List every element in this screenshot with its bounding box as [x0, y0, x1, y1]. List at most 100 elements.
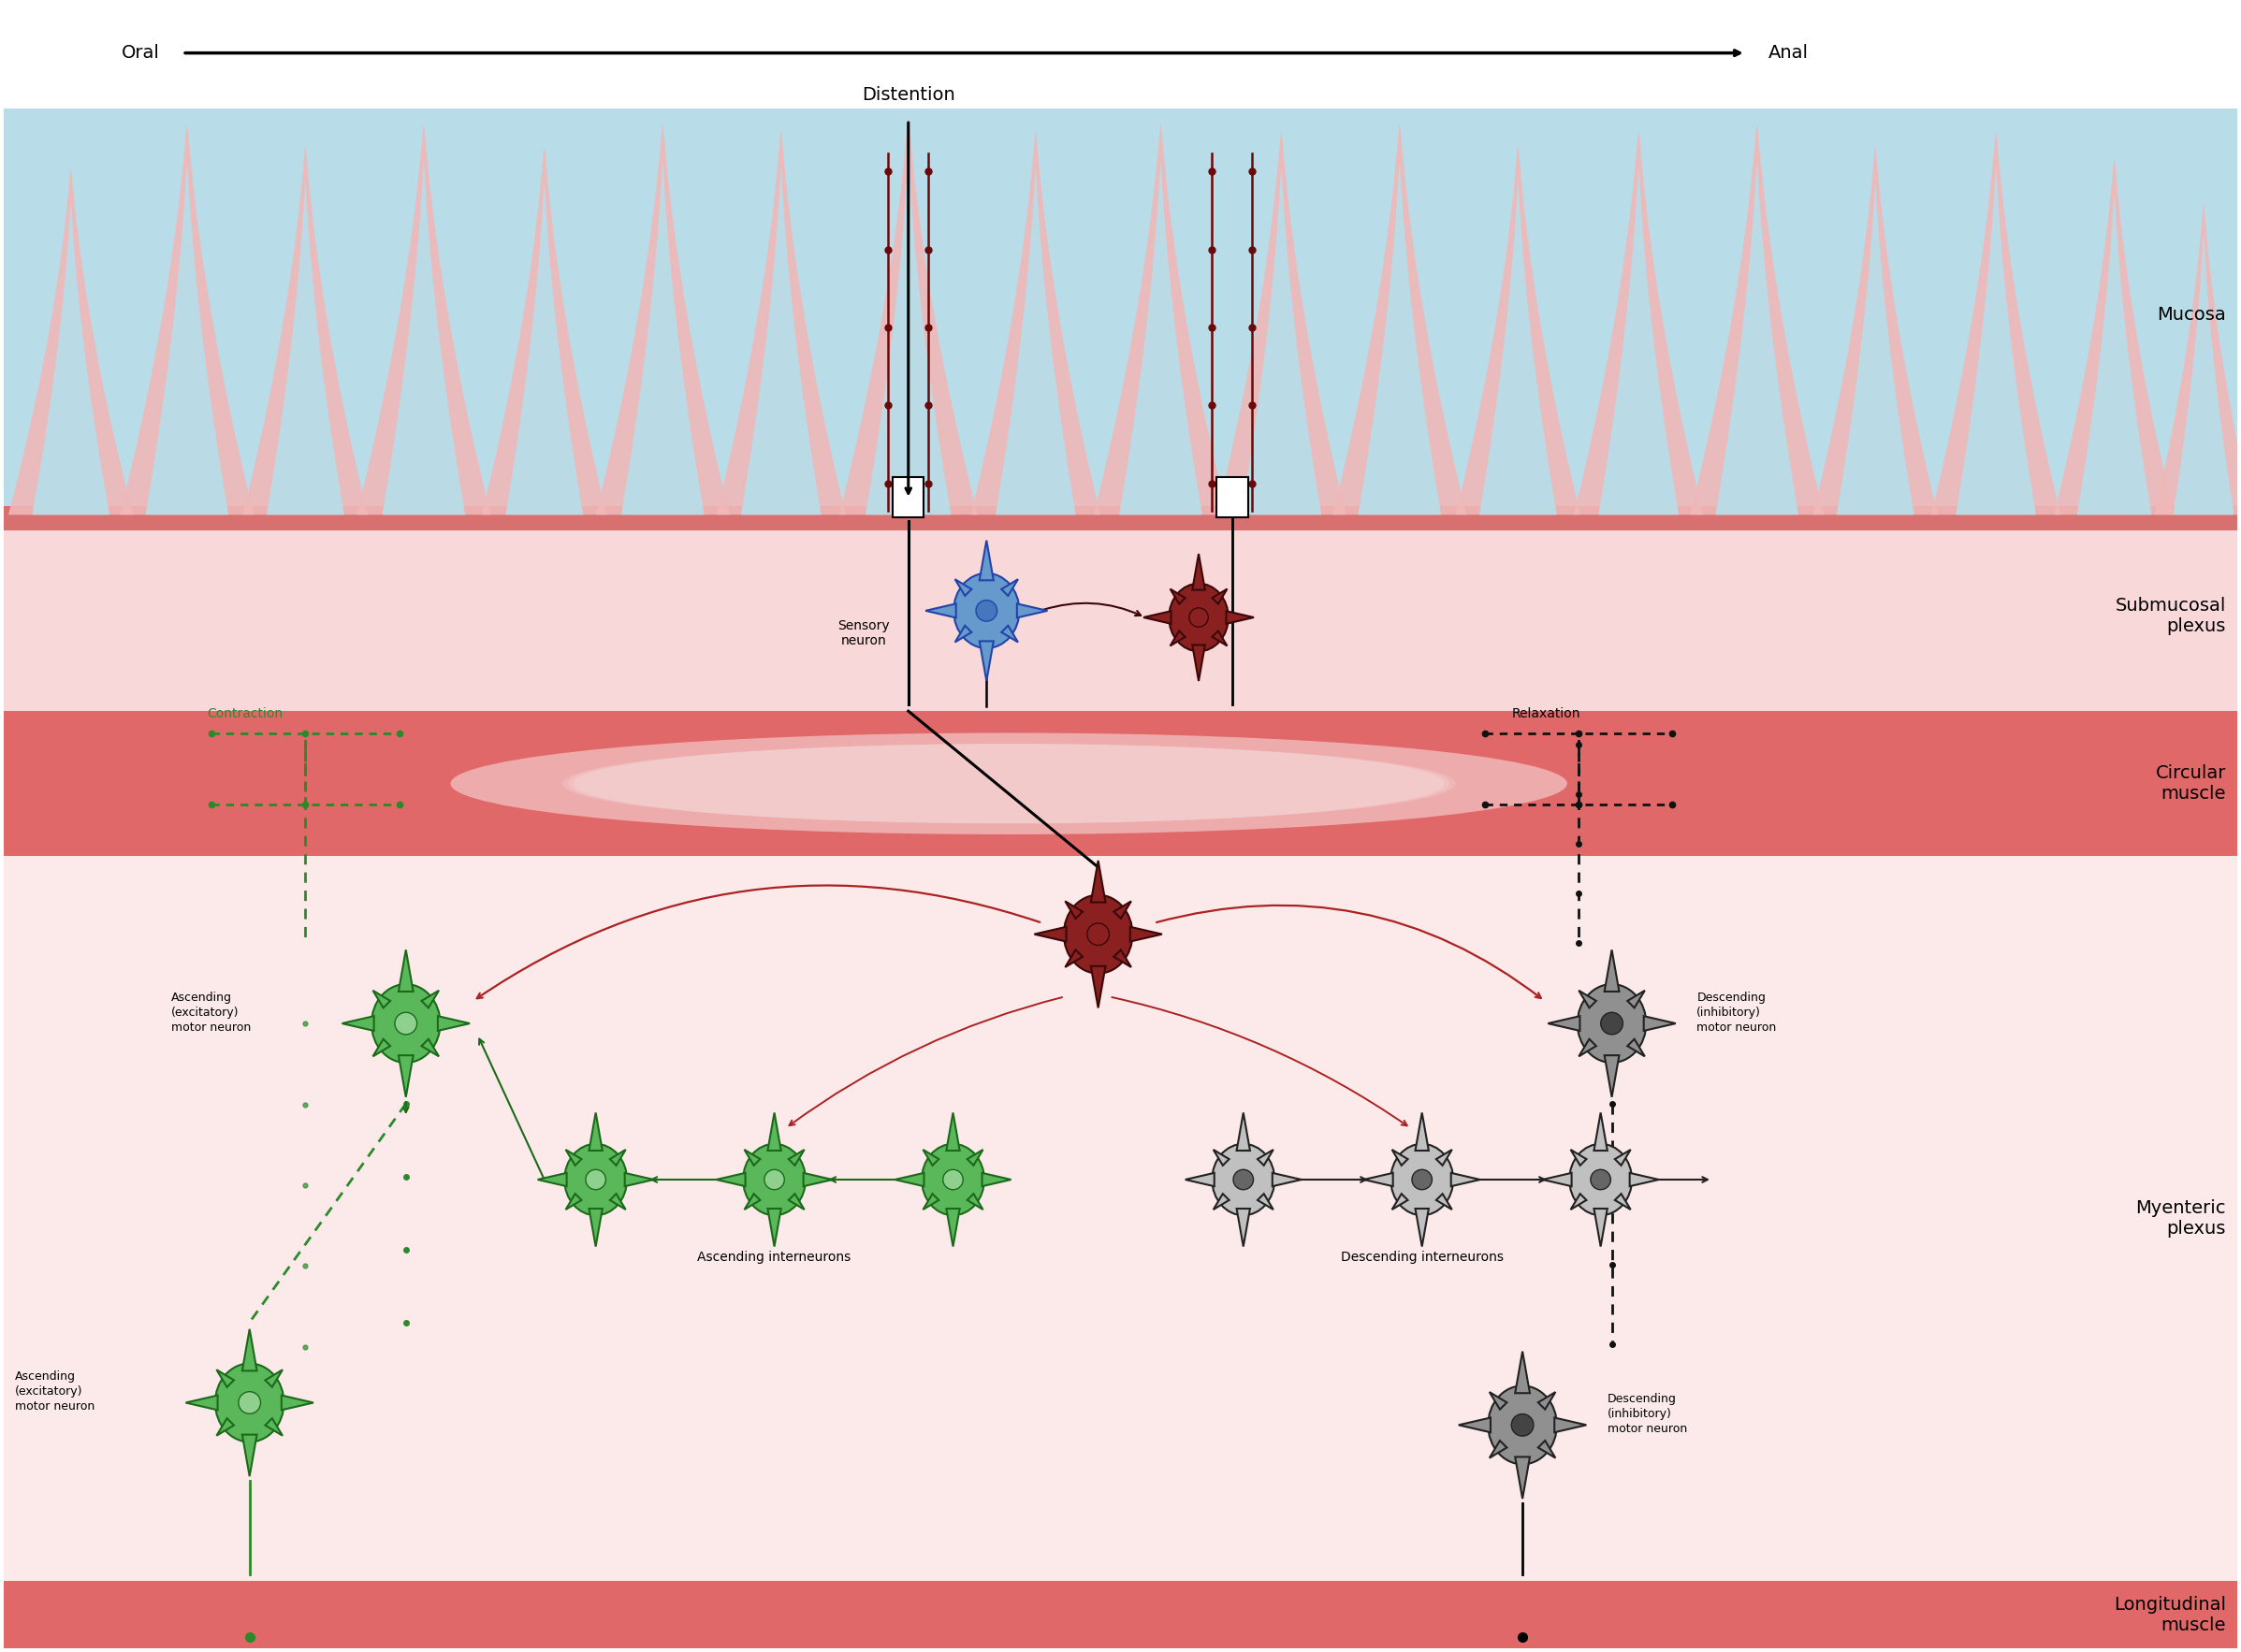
Bar [4, 506, 2237, 522]
Ellipse shape [1170, 583, 1228, 651]
Polygon shape [1605, 950, 1620, 991]
Polygon shape [769, 1113, 782, 1150]
Ellipse shape [562, 743, 1454, 823]
Polygon shape [1490, 1393, 1506, 1409]
Polygon shape [437, 1016, 471, 1031]
Ellipse shape [1578, 985, 1647, 1062]
Polygon shape [1490, 1441, 1506, 1459]
Polygon shape [1450, 1173, 1479, 1186]
Ellipse shape [1212, 1143, 1275, 1216]
Polygon shape [1257, 1194, 1273, 1209]
Text: Contraction: Contraction [206, 707, 282, 720]
Polygon shape [802, 1173, 831, 1186]
Bar [4, 856, 2237, 1581]
Ellipse shape [238, 1391, 260, 1414]
Polygon shape [926, 603, 957, 618]
Polygon shape [146, 164, 229, 515]
Polygon shape [1365, 1173, 1394, 1186]
Polygon shape [744, 1150, 760, 1165]
Ellipse shape [574, 743, 1443, 823]
Ellipse shape [1488, 1386, 1557, 1464]
Polygon shape [979, 641, 993, 681]
Text: Mucosa: Mucosa [2156, 306, 2225, 324]
Ellipse shape [372, 985, 439, 1062]
Polygon shape [1416, 1113, 1430, 1150]
Polygon shape [1616, 1150, 1631, 1165]
Polygon shape [1170, 588, 1185, 605]
Text: Submucosal
plexus: Submucosal plexus [2116, 596, 2225, 636]
Polygon shape [1454, 147, 1580, 515]
Bar [4, 3, 2237, 109]
Polygon shape [1515, 1351, 1531, 1393]
Polygon shape [1237, 1113, 1250, 1150]
Polygon shape [121, 124, 253, 515]
Text: Ascending
(excitatory)
motor neuron: Ascending (excitatory) motor neuron [170, 991, 251, 1034]
Polygon shape [399, 950, 412, 991]
Polygon shape [744, 1194, 760, 1209]
Text: Ascending
(excitatory)
motor neuron: Ascending (excitatory) motor neuron [16, 1371, 94, 1412]
Polygon shape [506, 183, 583, 515]
Bar [4, 522, 2237, 530]
Polygon shape [421, 991, 439, 1008]
Polygon shape [968, 1150, 984, 1165]
Polygon shape [589, 1113, 603, 1150]
Polygon shape [1714, 164, 1800, 515]
Text: Myenteric
plexus: Myenteric plexus [2136, 1199, 2225, 1237]
Ellipse shape [565, 1143, 627, 1216]
Polygon shape [610, 1194, 625, 1209]
Text: Oral: Oral [121, 45, 159, 61]
Ellipse shape [1591, 1170, 1611, 1189]
Polygon shape [242, 1434, 258, 1477]
Polygon shape [946, 1113, 959, 1150]
Polygon shape [1690, 124, 1824, 515]
Polygon shape [482, 147, 607, 515]
Ellipse shape [1233, 1170, 1253, 1189]
Polygon shape [217, 1419, 233, 1436]
Ellipse shape [921, 1143, 984, 1216]
Bar [4, 109, 2237, 522]
Polygon shape [565, 1194, 580, 1209]
Polygon shape [742, 170, 820, 515]
Polygon shape [1616, 1194, 1631, 1209]
Polygon shape [2077, 193, 2151, 515]
Polygon shape [1479, 183, 1557, 515]
Ellipse shape [450, 733, 1566, 834]
Polygon shape [1813, 147, 1938, 515]
Ellipse shape [215, 1363, 285, 1442]
Polygon shape [383, 164, 466, 515]
Polygon shape [1416, 1209, 1430, 1247]
Polygon shape [1257, 1150, 1273, 1165]
Polygon shape [1237, 1209, 1250, 1247]
Ellipse shape [1569, 1143, 1631, 1216]
Polygon shape [1956, 170, 2037, 515]
Polygon shape [1017, 603, 1047, 618]
Polygon shape [894, 1173, 923, 1186]
Polygon shape [1064, 902, 1082, 919]
Polygon shape [982, 1173, 1011, 1186]
Polygon shape [1627, 991, 1645, 1008]
Polygon shape [1091, 861, 1105, 902]
Polygon shape [242, 1330, 258, 1371]
Polygon shape [838, 117, 977, 515]
Polygon shape [2055, 159, 2174, 515]
Polygon shape [343, 1016, 374, 1031]
Polygon shape [1605, 1056, 1620, 1097]
Ellipse shape [1064, 895, 1132, 973]
Polygon shape [1593, 1113, 1607, 1150]
Polygon shape [1643, 1016, 1676, 1031]
Polygon shape [1273, 1173, 1302, 1186]
Polygon shape [979, 540, 993, 580]
Polygon shape [421, 1039, 439, 1056]
Bar [4, 522, 2237, 710]
Text: Ascending interneurons: Ascending interneurons [697, 1251, 852, 1264]
Polygon shape [946, 1209, 959, 1247]
Polygon shape [1114, 902, 1132, 919]
Polygon shape [968, 1194, 984, 1209]
Text: Relaxation: Relaxation [1510, 707, 1580, 720]
Text: Descending interneurons: Descending interneurons [1340, 1251, 1504, 1264]
Ellipse shape [1392, 1143, 1452, 1216]
Polygon shape [717, 131, 845, 515]
Text: Circular
muscle: Circular muscle [2156, 765, 2225, 803]
Polygon shape [1436, 1150, 1452, 1165]
Ellipse shape [943, 1170, 964, 1189]
